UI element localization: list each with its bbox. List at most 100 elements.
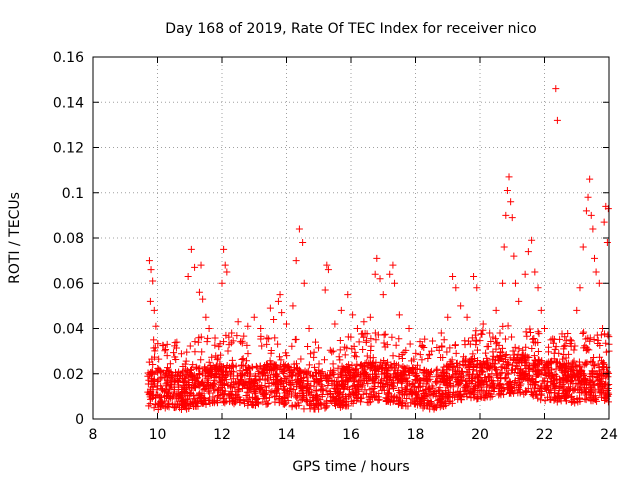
data-point <box>185 405 193 413</box>
data-point <box>437 398 445 406</box>
data-point <box>398 379 406 387</box>
data-point <box>505 389 513 397</box>
data-point <box>213 356 221 364</box>
data-point <box>149 277 157 285</box>
data-point <box>555 383 563 391</box>
data-point <box>277 376 285 384</box>
data-point <box>391 279 399 287</box>
data-point <box>591 362 599 370</box>
data-point <box>261 394 269 402</box>
data-point <box>548 357 556 365</box>
data-point <box>147 370 155 378</box>
data-point <box>182 357 190 365</box>
data-point <box>541 325 548 332</box>
data-point <box>534 338 542 346</box>
data-point <box>415 393 423 401</box>
data-point <box>449 272 457 280</box>
data-point <box>260 369 268 377</box>
data-point <box>397 402 405 410</box>
data-point <box>186 369 194 377</box>
data-point <box>256 375 264 383</box>
data-point <box>571 362 579 370</box>
data-point <box>529 364 537 372</box>
data-point <box>300 279 308 287</box>
data-points <box>144 85 613 413</box>
data-point <box>299 386 307 394</box>
data-point <box>590 254 598 262</box>
data-point <box>189 372 197 380</box>
data-point <box>206 366 214 374</box>
data-point <box>593 370 601 378</box>
data-point <box>515 378 523 386</box>
data-point <box>479 326 487 334</box>
data-point <box>435 346 443 354</box>
data-point <box>266 394 274 402</box>
data-point <box>515 345 523 353</box>
data-point <box>507 198 515 206</box>
data-point <box>604 368 612 376</box>
data-point <box>370 379 378 387</box>
x-tick-label: 12 <box>213 427 231 443</box>
data-point <box>579 329 587 337</box>
data-point <box>150 404 158 412</box>
data-point <box>367 362 375 370</box>
data-point <box>537 396 545 404</box>
data-point <box>571 399 579 407</box>
data-point <box>249 398 257 406</box>
data-point <box>279 400 287 408</box>
data-point <box>191 338 199 346</box>
data-point <box>389 394 397 402</box>
x-tick-label: 20 <box>471 427 489 443</box>
data-point <box>580 328 588 336</box>
data-point <box>225 333 233 341</box>
data-point <box>349 311 357 319</box>
data-point <box>350 377 358 385</box>
data-point <box>159 341 167 349</box>
data-point <box>294 378 302 386</box>
data-point <box>203 374 211 382</box>
data-point <box>306 397 314 405</box>
x-tick-label: 16 <box>342 427 360 443</box>
data-point <box>471 384 479 392</box>
y-tick-label: 0.08 <box>53 231 84 247</box>
data-point <box>489 348 497 356</box>
data-point <box>461 341 469 349</box>
data-point <box>226 391 234 399</box>
data-point <box>163 402 171 410</box>
data-point <box>454 381 462 389</box>
data-point <box>238 372 246 380</box>
data-point <box>335 353 343 361</box>
data-point <box>436 373 444 381</box>
data-point <box>379 291 387 299</box>
data-point <box>502 211 510 219</box>
data-point <box>456 392 464 400</box>
data-point <box>592 268 600 276</box>
data-point <box>360 333 368 341</box>
data-point <box>589 225 597 233</box>
data-point <box>252 376 260 384</box>
data-point <box>516 389 524 397</box>
data-point <box>171 339 179 347</box>
data-point <box>316 399 324 407</box>
y-tick-label: 0 <box>75 412 84 428</box>
data-point <box>206 389 214 397</box>
data-point <box>407 387 415 395</box>
data-point <box>601 330 609 338</box>
data-point <box>593 331 601 339</box>
y-tick-labels: 0 0.02 0.04 0.06 0.08 0.1 0.12 0.14 0.16 <box>53 50 84 428</box>
data-point <box>337 306 345 314</box>
data-point <box>151 347 159 355</box>
data-point <box>443 375 451 383</box>
data-point <box>416 382 424 390</box>
data-point <box>535 330 543 338</box>
data-point <box>252 388 260 396</box>
data-point <box>421 366 429 374</box>
data-point <box>509 347 517 355</box>
data-point <box>341 343 349 351</box>
data-point <box>254 381 262 389</box>
data-point <box>504 322 512 330</box>
data-point <box>590 353 598 361</box>
data-point <box>541 397 549 405</box>
data-point <box>187 390 195 398</box>
data-point <box>390 379 398 387</box>
